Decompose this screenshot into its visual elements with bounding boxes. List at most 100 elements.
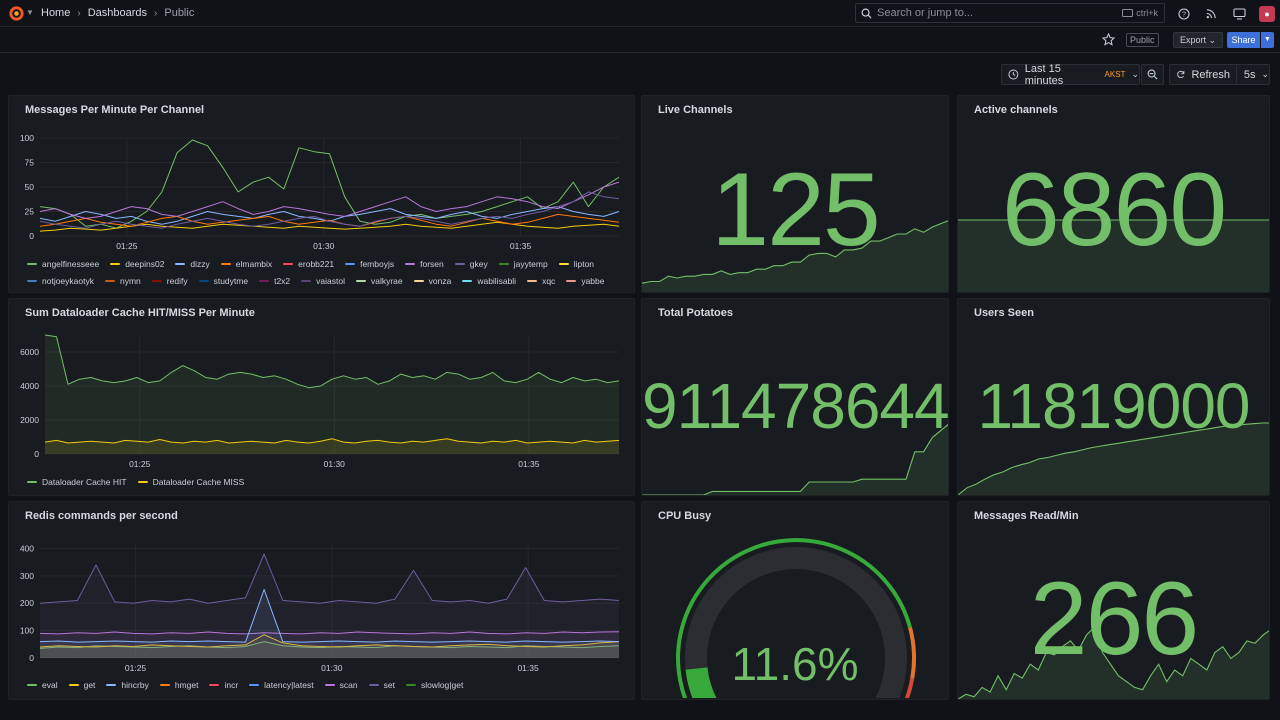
refresh-interval[interactable]: 5s	[1243, 68, 1256, 81]
legend-label: dizzy	[190, 258, 210, 269]
series-line	[44, 334, 620, 389]
y-tick-label: 6000	[20, 347, 39, 357]
legend-label: wabilisabli	[477, 275, 517, 286]
legend-item[interactable]: incr	[209, 677, 238, 692]
panel-messages-read-min[interactable]: Messages Read/Min 266	[957, 501, 1270, 700]
series-area	[45, 335, 619, 454]
legend-item[interactable]: hmget	[159, 677, 198, 692]
legend-label: nymn	[119, 275, 141, 286]
export-button[interactable]: Export ⌄	[1173, 32, 1224, 48]
legend-item[interactable]: nymn	[104, 273, 141, 288]
chevron-down-icon: ⌄	[1131, 69, 1139, 79]
legend-item[interactable]: set	[368, 677, 395, 692]
legend-item[interactable]: studytme	[198, 273, 248, 288]
legend-item[interactable]: elmambix	[220, 256, 272, 271]
legend-swatch	[454, 262, 465, 265]
share-button[interactable]: Share	[1227, 32, 1260, 48]
panel-live-channels[interactable]: Live Channels 125	[641, 95, 949, 293]
legend-item[interactable]: vonza	[413, 273, 451, 288]
redis-chart: 0 100 200 300 400 01:25 01:30 01:35	[20, 543, 620, 673]
panel-users-seen[interactable]: Users Seen 11819000	[957, 298, 1270, 496]
help-icon[interactable]: ?	[1175, 5, 1192, 22]
legend-swatch	[27, 683, 37, 686]
shortcut-label: ctrl+k	[1136, 8, 1158, 18]
legend-item[interactable]: forsen	[405, 256, 444, 271]
legend-item[interactable]: erobb221	[283, 256, 334, 271]
legend-item[interactable]: gkey	[454, 256, 488, 271]
legend-item[interactable]: deepins02	[110, 256, 164, 271]
legend-swatch	[159, 683, 170, 686]
legend-item[interactable]: eval	[27, 677, 58, 692]
public-badge: Public	[1126, 33, 1159, 47]
panel-redis-commands[interactable]: Redis commands per second 0 100 200 300 400 0…	[8, 501, 635, 700]
cpu-gauge	[676, 538, 916, 698]
legend-item[interactable]: vaiastol	[301, 273, 345, 288]
legend-item[interactable]: lipton	[558, 256, 595, 271]
legend-item[interactable]: t2x2	[259, 273, 290, 288]
legend-item[interactable]: yabbe	[566, 273, 604, 288]
chart-legend: angelfinesseee deepins02 dizzy elmambix erob…	[27, 256, 627, 288]
legend-item[interactable]: jayytemp	[498, 256, 548, 271]
legend-item[interactable]: hincrby	[106, 677, 149, 692]
tv-mode-icon[interactable]	[1231, 5, 1248, 22]
legend-item[interactable]: femboyjs	[345, 256, 394, 271]
star-icon[interactable]	[1102, 33, 1115, 46]
legend-swatch	[345, 262, 356, 265]
legend-item[interactable]: notjoeykaotyk	[27, 273, 94, 288]
share-dropdown-icon[interactable]: ▼	[1261, 32, 1274, 48]
grafana-logo-icon[interactable]	[8, 5, 25, 22]
breadcrumb-home[interactable]: Home	[41, 7, 71, 19]
legend-item[interactable]: dizzy	[175, 256, 210, 271]
legend-swatch	[27, 279, 37, 282]
legend-swatch	[324, 683, 335, 686]
legend-swatch	[259, 279, 270, 282]
avatar[interactable]: ●	[1259, 5, 1275, 22]
legend-swatch	[209, 683, 220, 686]
breadcrumb-dashboards[interactable]: Dashboards	[87, 7, 148, 19]
legend-swatch	[137, 480, 148, 483]
time-range-picker[interactable]: Last 15 minutes AKST ⌄	[1001, 62, 1140, 87]
x-tick-label: 01:35	[517, 663, 539, 673]
panel-title: Redis commands per second	[25, 510, 178, 522]
legend-item[interactable]: scan	[324, 677, 358, 692]
legend-swatch	[405, 683, 416, 686]
zoom-out-icon	[1147, 69, 1158, 80]
panel-messages-per-minute[interactable]: Messages Per Minute Per Channel 0 25 50 75 1…	[8, 95, 635, 293]
panel-cpu-busy[interactable]: CPU Busy 11.6%	[641, 501, 949, 700]
x-tick-label: 01:30	[321, 663, 343, 673]
chevron-down-icon: ⌄	[1208, 35, 1217, 45]
legend-item[interactable]: get	[68, 677, 95, 692]
search-input[interactable]: Search or jump to... ctrl+k	[855, 3, 1165, 23]
panel-total-potatoes[interactable]: Total Potatoes 911478644	[641, 298, 949, 496]
sparkline-area	[642, 424, 948, 495]
refresh-button[interactable]: Refresh 5s ⌄	[1169, 64, 1270, 85]
legend-swatch	[462, 279, 473, 282]
legend-item[interactable]: xqc	[527, 273, 555, 288]
time-range-label: Last 15 minutes	[1024, 62, 1064, 87]
legend-swatch	[301, 279, 312, 282]
legend-item[interactable]: Dataloader Cache MISS	[137, 474, 244, 489]
search-placeholder: Search or jump to...	[877, 7, 973, 19]
legend-item[interactable]: wabilisabli	[462, 273, 516, 288]
legend-label: latency|latest	[264, 679, 314, 690]
chevron-down-icon[interactable]: ▼	[26, 8, 34, 17]
legend-label: notjoeykaotyk	[42, 275, 94, 286]
legend-item[interactable]: Dataloader Cache HIT	[27, 474, 127, 489]
legend-item[interactable]: redify	[151, 273, 188, 288]
legend-label: lipton	[573, 258, 595, 269]
legend-item[interactable]: latency|latest	[249, 677, 314, 692]
live-channels-sparkline	[642, 220, 948, 292]
series-line	[39, 589, 620, 643]
legend-swatch	[527, 279, 538, 282]
panel-active-channels[interactable]: Active channels 6860	[957, 95, 1270, 293]
panel-dataloader-cache[interactable]: Sum Dataloader Cache HIT/MISS Per Minute…	[8, 298, 635, 496]
sparkline-area	[958, 627, 1269, 699]
series-line	[39, 631, 620, 635]
legend-item[interactable]: slowlog|get	[405, 677, 463, 692]
rss-news-icon[interactable]	[1203, 5, 1220, 22]
legend-swatch	[27, 480, 37, 483]
legend-item[interactable]: valkyrae	[355, 273, 403, 288]
legend-item[interactable]: angelfinesseee	[27, 256, 99, 271]
x-tick-label: 01:35	[510, 241, 532, 251]
zoom-out-button[interactable]	[1141, 64, 1164, 85]
